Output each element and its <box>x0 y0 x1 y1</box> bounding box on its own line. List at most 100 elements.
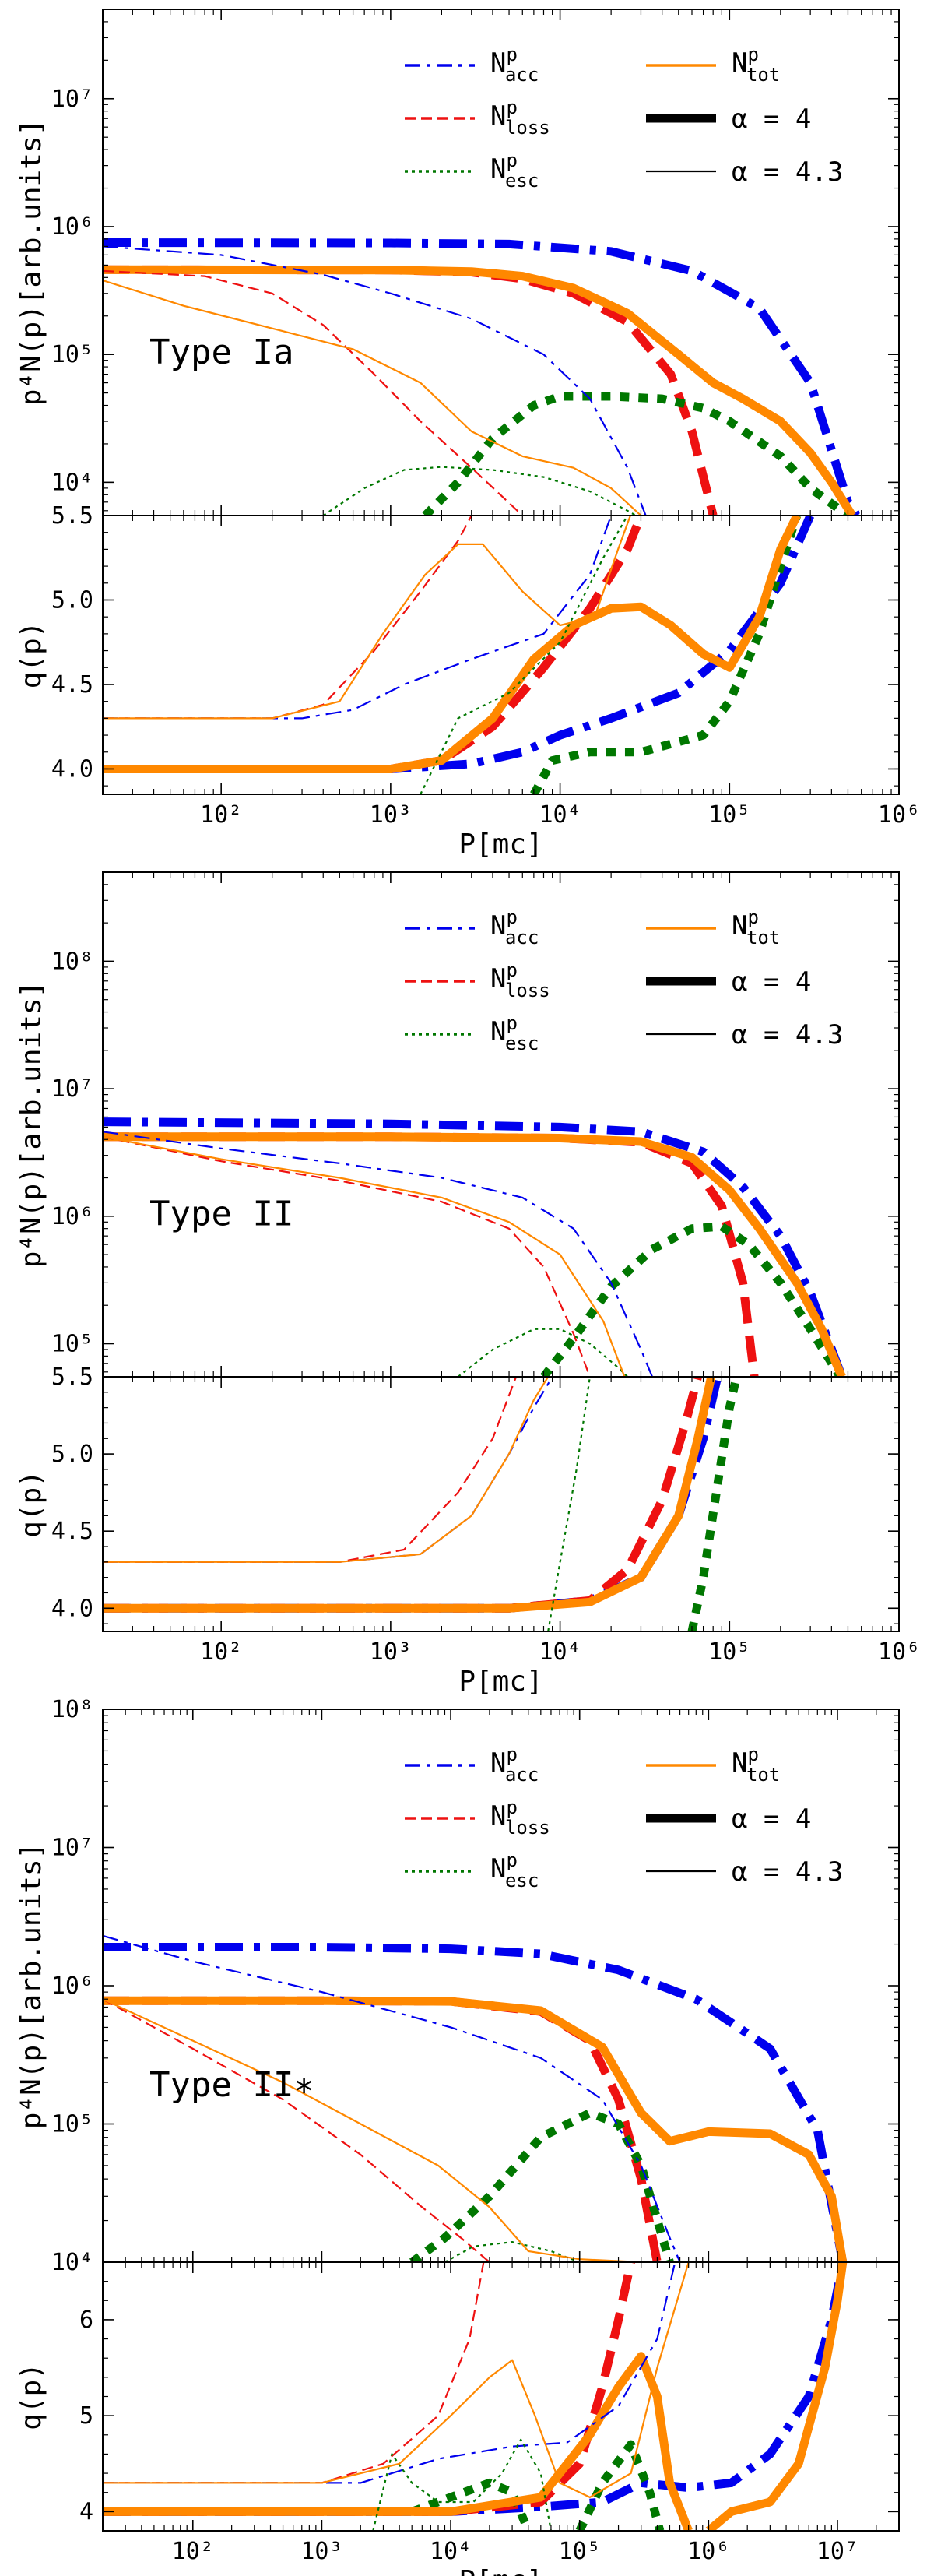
legend-label-thick: α = 4 <box>732 104 811 135</box>
y-tick-label: 10⁴ <box>51 2249 93 2276</box>
series-esc-thick <box>422 392 851 516</box>
series-tot-thin <box>103 1998 641 2262</box>
panel-title: Type Ia <box>149 333 293 372</box>
y-tick-label: 5.5 <box>51 1364 93 1391</box>
legend-label-tot: Np tot <box>732 44 780 86</box>
series-acc-thin <box>103 1934 681 2262</box>
y-tick-label: 10⁶ <box>51 1203 93 1230</box>
y-tick-label: 10⁴ <box>51 469 93 496</box>
y-tick-label: 10⁵ <box>51 341 93 368</box>
series-loss-thick <box>103 1377 702 1613</box>
x-tick-label: 10⁷ <box>816 2538 859 2565</box>
y-tick-label: 10⁶ <box>51 1972 93 2000</box>
x-tick-label: 10³ <box>300 2538 342 2565</box>
series-tot-thick <box>103 516 801 773</box>
series-esc-thin <box>322 466 637 516</box>
series-loss-thick <box>103 2262 635 2516</box>
series-tot-thin <box>103 516 631 720</box>
y-axis-label: q(p) <box>16 1470 47 1538</box>
panel-5: 10⁴ 10⁵ 10⁶ 10⁷ 10⁸ p⁴N(p)[arb.units] Type II∗… <box>16 1696 900 2276</box>
legend-label-thick: α = 4 <box>732 1804 811 1835</box>
series-loss-thick <box>103 1132 759 1377</box>
series-acc-thin <box>103 516 613 720</box>
y-axis-label: q(p) <box>16 621 47 689</box>
y-tick-label: 10⁵ <box>51 2111 93 2138</box>
series-esc-thin <box>547 1377 591 1631</box>
series-acc-thin <box>103 1131 654 1377</box>
legend-label-thick: α = 4 <box>732 966 811 998</box>
legend-label-esc: Np esc <box>490 1012 539 1054</box>
y-tick-label: 10⁷ <box>51 1075 93 1103</box>
series-tot-thin <box>103 1135 626 1377</box>
series-tot-thick <box>103 265 856 516</box>
x-tick-label: 10⁵ <box>708 1638 750 1666</box>
x-tick-label: 10² <box>200 1638 242 1666</box>
series-tot-thin <box>103 2262 690 2498</box>
y-tick-label: 4 <box>79 2498 93 2525</box>
legend-label-tot: Np tot <box>732 1744 780 1786</box>
series-acc-thick <box>103 2262 848 2516</box>
panel-title: Type II∗ <box>149 2065 314 2105</box>
series-loss-thin <box>103 2262 485 2484</box>
y-tick-label: 10⁷ <box>51 86 93 113</box>
x-tick-label: 10⁵ <box>708 801 750 829</box>
y-tick-label: 5.5 <box>51 502 93 530</box>
legend: Np acc Np loss Np esc Np tot α = 4 α = 4.3 <box>405 44 843 192</box>
y-tick-label: 5 <box>79 2402 93 2430</box>
y-tick-label: 6 <box>79 2307 93 2334</box>
x-tick-label: 10⁴ <box>539 1638 581 1666</box>
series-tot-thin <box>103 1377 550 1563</box>
legend: Np acc Np loss Np esc Np tot α = 4 α = 4.3 <box>405 906 843 1054</box>
series-acc-thick <box>103 516 815 773</box>
series-tot-thin <box>103 279 642 516</box>
series-loss-thin <box>103 1135 591 1377</box>
series-loss-thin <box>103 1998 490 2262</box>
y-tick-label: 10⁷ <box>51 1835 93 1862</box>
y-tick-label: 5.0 <box>51 1441 93 1468</box>
panel-title: Type II <box>149 1195 293 1234</box>
y-tick-label: 4.5 <box>51 1518 93 1545</box>
panel-1: 10⁴ 10⁵ 10⁶ 10⁷ 5.5 p⁴N(p)[arb.units] Type Ia N… <box>16 9 900 530</box>
y-tick-label: 10⁸ <box>51 948 93 975</box>
y-axis-label: q(p) <box>16 2363 47 2430</box>
y-axis-label: p⁴N(p)[arb.units] <box>16 981 47 1268</box>
x-tick-label: 10² <box>172 2538 214 2565</box>
series-loss-thin <box>103 516 472 720</box>
x-tick-label: 10⁶ <box>878 1638 920 1666</box>
series-esc-thin <box>420 516 629 794</box>
axes-frame <box>102 1376 900 1632</box>
y-axis-label: p⁴N(p)[arb.units] <box>16 119 47 406</box>
x-tick-label: 10⁶ <box>878 801 920 829</box>
x-axis-label: P[mc] <box>458 1666 542 1698</box>
x-tick-label: 10⁴ <box>430 2538 472 2565</box>
legend-label-acc: Np acc <box>490 44 539 86</box>
x-tick-label: 10² <box>200 801 242 829</box>
y-tick-label: 4.0 <box>51 1595 93 1622</box>
series-tot-thick <box>103 1132 846 1377</box>
x-tick-label: 10⁵ <box>559 2538 601 2565</box>
x-tick-label: 10⁶ <box>687 2538 729 2565</box>
series-tot-thick <box>103 1377 716 1613</box>
legend-label-loss: Np loss <box>490 1797 550 1839</box>
series-esc-thin <box>444 2241 581 2262</box>
axes-frame <box>102 1709 900 2263</box>
series-loss-thick <box>103 1996 662 2262</box>
panel-3: 10⁵ 10⁶ 10⁷ 10⁸ 5.5 p⁴N(p)[arb.units] Type II N… <box>16 871 900 1391</box>
series-tot-thick <box>103 2352 693 2531</box>
legend-label-thin: α = 4.3 <box>732 1856 843 1888</box>
legend-label-esc: Np esc <box>490 150 539 192</box>
series-loss-thin <box>103 269 524 516</box>
y-tick-label: 10⁵ <box>51 1330 93 1357</box>
legend-label-tot: Np tot <box>732 906 780 948</box>
x-axis-label: P[mc] <box>458 2565 542 2576</box>
panel-6: 4 5 6 10² 10³ 10⁴ 10⁵ 10⁶ 10⁷ P[mc] q(p) <box>16 2261 900 2576</box>
legend-label-loss: Np loss <box>490 97 550 139</box>
series-esc-thin <box>457 1328 628 1377</box>
panel-4: 4.0 4.5 5.0 10² 10³ 10⁴ 10⁵ 10⁶ P[mc] q(p) <box>16 1376 920 1698</box>
legend: Np acc Np loss Np esc Np tot α = 4 α = 4.3 <box>405 1744 843 1892</box>
y-tick-label: 4.5 <box>51 671 93 699</box>
legend-label-thin: α = 4.3 <box>732 1019 843 1050</box>
series-tot-thick <box>705 2262 848 2531</box>
y-tick-label: 10⁶ <box>51 213 93 241</box>
